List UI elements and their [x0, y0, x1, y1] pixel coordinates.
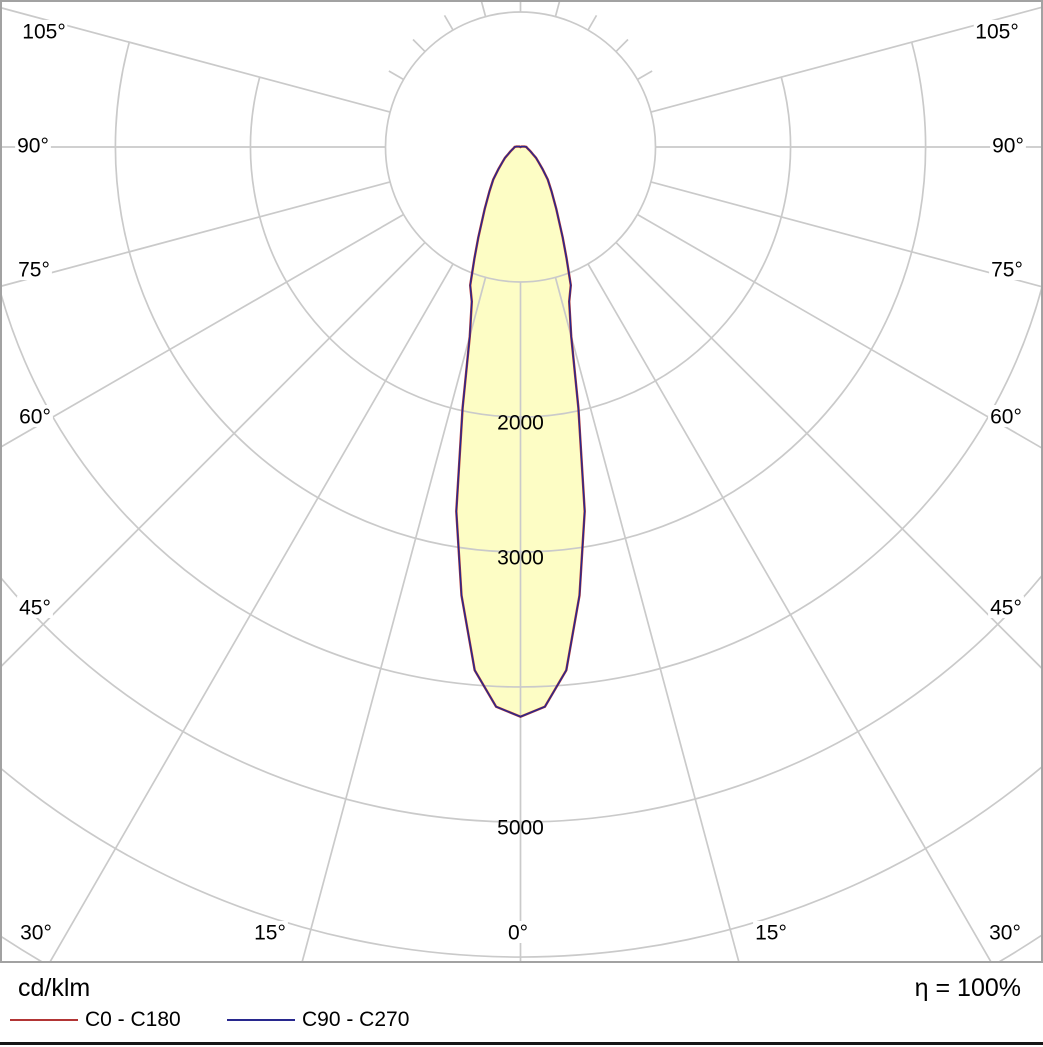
ring-label-5000: 5000: [497, 817, 544, 840]
radial-line-30: [49, 263, 454, 962]
radial-line-45: [1, 241, 426, 668]
angle-label-bg: [753, 921, 789, 943]
radial-line-105: [1, 7, 391, 113]
angle-label-bg: [989, 258, 1025, 280]
radial-tick-150: [587, 14, 598, 31]
efficiency-label: η = 100%: [914, 974, 1021, 1002]
radial-tick-135: [615, 38, 629, 53]
angle-label-bg: [505, 921, 531, 943]
ring-label-3000: 3000: [497, 547, 544, 570]
angle-label: 105°: [975, 21, 1018, 44]
radial-line-45: [615, 241, 1042, 670]
legend-label-c90-c270: C90 - C270: [302, 1008, 410, 1031]
legend-line-c90-c270: [227, 1019, 295, 1021]
ring-label-2000: 2000: [497, 412, 544, 435]
radial-line-15: [554, 277, 740, 962]
angle-label-bg: [988, 596, 1024, 618]
angle-label: 45°: [990, 597, 1022, 620]
angle-label-bg: [16, 258, 52, 280]
radial-line-75: [650, 181, 1042, 288]
angle-label-bg: [973, 20, 1021, 42]
radial-tick-135: [412, 38, 426, 53]
angle-label: 15°: [755, 922, 787, 945]
radial-line-60: [1, 213, 405, 448]
radial-line-60: [636, 213, 1042, 449]
angle-label-bg: [17, 405, 53, 427]
angle-label-bg: [987, 921, 1023, 943]
angle-label: 30°: [20, 922, 52, 945]
radial-tick-150: [443, 14, 454, 31]
polar-grid: [1, 1, 1042, 962]
angle-label-bg: [252, 921, 288, 943]
angle-label: 90°: [992, 135, 1024, 158]
radial-tick-120: [388, 70, 405, 81]
angle-label: 0°: [508, 922, 528, 945]
angle-label-bg: [988, 405, 1024, 427]
angle-label: 75°: [18, 259, 50, 282]
angle-label: 75°: [991, 259, 1023, 282]
angle-label: 60°: [990, 406, 1022, 429]
angle-label: 90°: [17, 135, 49, 158]
angle-label: 60°: [19, 406, 51, 429]
angle-label-bg: [20, 20, 68, 42]
angle-label-bg: [17, 596, 53, 618]
angle-label: 105°: [22, 21, 65, 44]
bottom-rule: [0, 1042, 1043, 1045]
angle-label: 45°: [19, 597, 51, 620]
legend-line-c0-c180: [10, 1019, 78, 1021]
intensity-ring-labels: 2000 3000 5000: [497, 412, 544, 840]
radial-tick-120: [636, 70, 653, 81]
legend-area: cd/klm η = 100% C0 - C180 C90 - C270: [0, 963, 1043, 1047]
radial-tick-165: [480, 1, 487, 17]
radial-line-105: [650, 6, 1042, 113]
angle-label: 15°: [254, 922, 286, 945]
angle-labels: 105° 90° 75° 60° 45° 30° 15° 0° 15° 30° 45° 60° 75° 9…: [15, 20, 1026, 945]
radial-tick-165: [554, 1, 561, 17]
angle-label-bg: [18, 921, 54, 943]
units-label: cd/klm: [18, 974, 91, 1002]
curve-c90-c270: [455, 145, 586, 718]
chart-frame: [0, 0, 1043, 963]
legend-label-c0-c180: C0 - C180: [85, 1008, 181, 1031]
angle-label-bg: [15, 134, 51, 156]
radial-line-15: [301, 277, 487, 962]
angle-label: 30°: [989, 922, 1021, 945]
radial-line-30: [587, 263, 992, 962]
radial-line-75: [1, 181, 391, 287]
angle-label-bg: [990, 134, 1026, 156]
polar-chart-svg: 105° 90° 75° 60° 45° 30° 15° 0° 15° 30° 45° 60° 75° 9…: [0, 0, 1043, 963]
